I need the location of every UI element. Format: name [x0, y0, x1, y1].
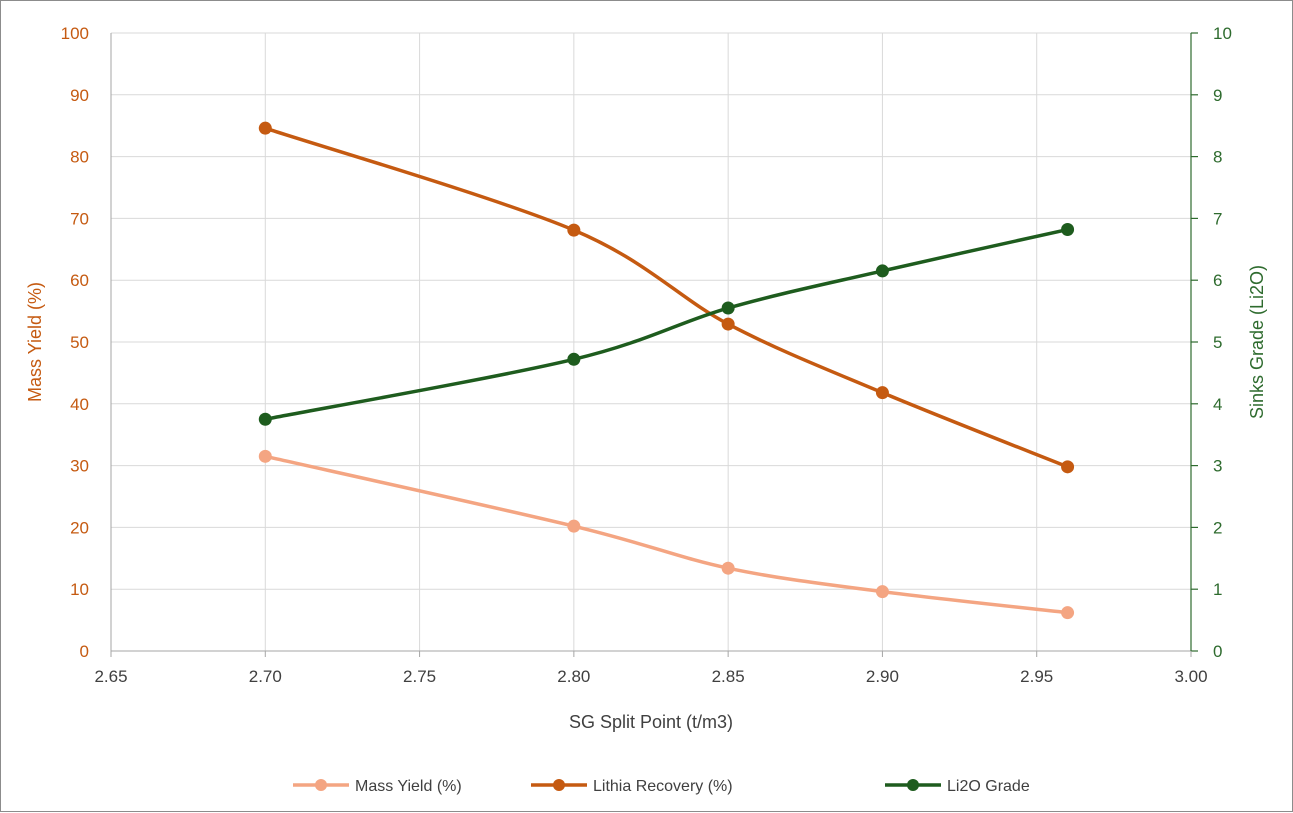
- data-point-li2o-grade: [1061, 223, 1075, 237]
- data-point-li2o-grade: [258, 412, 272, 426]
- y2-tick-label: 6: [1213, 271, 1222, 290]
- y2-tick-label: 8: [1213, 148, 1222, 167]
- series-layer: [258, 121, 1075, 620]
- y-axis-title: Mass Yield (%): [25, 282, 45, 402]
- y-tick-label: 50: [70, 333, 89, 352]
- y2-tick-label: 7: [1213, 209, 1222, 228]
- y2-tick-label: 9: [1213, 86, 1222, 105]
- y2-tick-label: 1: [1213, 580, 1222, 599]
- data-point-li2o-grade: [875, 264, 889, 278]
- x-tick-label: 2.85: [712, 667, 745, 686]
- y-tick-label: 80: [70, 148, 89, 167]
- y-tick-label: 10: [70, 580, 89, 599]
- data-point-mass-yield: [875, 585, 889, 599]
- data-point-li2o-grade: [721, 301, 735, 315]
- legend-label-mass-yield: Mass Yield (%): [355, 778, 462, 795]
- y-tick-label: 30: [70, 457, 89, 476]
- tick-labels: 0 10 20 30 40 50 60 70 80 90 100 0 1 2 3 4 5 6 7 8 9 10 2.65 2.…: [61, 24, 1232, 686]
- y-tick-label: 90: [70, 86, 89, 105]
- legend-marker-li2o-grade: [907, 779, 919, 791]
- y-tick-label: 60: [70, 271, 89, 290]
- y2-tick-label: 4: [1213, 395, 1222, 414]
- y2-tick-label: 0: [1213, 642, 1222, 661]
- y-tick-label: 70: [70, 209, 89, 228]
- legend-label-li2o-grade: Li2O Grade: [947, 778, 1030, 795]
- data-point-mass-yield: [567, 519, 581, 533]
- y-tick-label: 20: [70, 518, 89, 537]
- y2-tick-label: 2: [1213, 518, 1222, 537]
- y-tick-label: 40: [70, 395, 89, 414]
- data-point-lithia-recovery: [721, 317, 735, 331]
- legend-marker-lithia-recovery: [553, 779, 565, 791]
- data-point-lithia-recovery: [1061, 460, 1075, 474]
- data-point-mass-yield: [1061, 606, 1075, 620]
- legend: Mass Yield (%) Lithia Recovery (%) Li2O Gr…: [293, 778, 1030, 795]
- x-axis-title: SG Split Point (t/m3): [569, 712, 733, 732]
- x-tick-label: 2.70: [249, 667, 282, 686]
- y-tick-label: 0: [80, 642, 89, 661]
- x-tick-label: 2.95: [1020, 667, 1053, 686]
- x-tick-label: 3.00: [1174, 667, 1207, 686]
- legend-marker-mass-yield: [315, 779, 327, 791]
- y2-axis-title: Sinks Grade (Li2O): [1247, 265, 1267, 419]
- data-point-mass-yield: [721, 561, 735, 575]
- series-line-mass-yield: [263, 454, 1070, 615]
- x-tick-label: 2.80: [557, 667, 590, 686]
- axes: [110, 32, 1198, 657]
- grid-lines: [111, 32, 1191, 651]
- data-point-lithia-recovery: [567, 223, 581, 237]
- y-tick-label: 100: [61, 24, 89, 43]
- data-point-li2o-grade: [567, 352, 581, 366]
- series-line-lithia-recovery: [263, 126, 1070, 469]
- legend-label-lithia-recovery: Lithia Recovery (%): [593, 778, 733, 795]
- data-point-lithia-recovery: [875, 386, 889, 400]
- y2-tick-label: 10: [1213, 24, 1232, 43]
- data-point-lithia-recovery: [258, 121, 272, 135]
- x-tick-label: 2.65: [94, 667, 127, 686]
- y2-tick-label: 5: [1213, 333, 1222, 352]
- y2-tick-label: 3: [1213, 457, 1222, 476]
- series-line-li2o-grade: [263, 227, 1070, 421]
- data-point-mass-yield: [258, 449, 272, 463]
- x-tick-label: 2.90: [866, 667, 899, 686]
- x-tick-label: 2.75: [403, 667, 436, 686]
